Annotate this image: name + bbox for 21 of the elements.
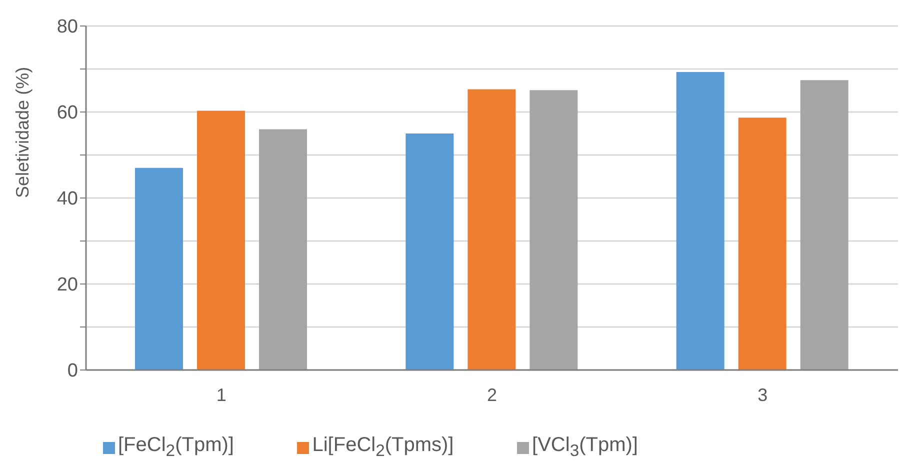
bar	[738, 118, 786, 370]
legend-label: [VCl$_{3}$(Tpm)]	[532, 434, 638, 461]
y-axis-title: Seletividade (%)	[12, 66, 32, 198]
bar	[259, 129, 307, 370]
legend-label: Li[FeCl$_{2}$(Tpms)]	[312, 434, 454, 461]
legend-label: [FeCl$_{2}$(Tpm)]	[118, 434, 234, 461]
y-tick-label: 80	[56, 16, 78, 38]
bar	[800, 80, 848, 370]
y-tick-label: 20	[56, 274, 78, 296]
bar	[406, 134, 454, 370]
bar	[676, 72, 724, 370]
bar	[135, 168, 183, 370]
x-tick-label: 1	[216, 384, 226, 405]
bar	[468, 89, 516, 370]
bar	[530, 90, 578, 370]
x-tick-label: 2	[486, 384, 498, 405]
x-tick-label: 3	[758, 384, 768, 405]
y-tick-label: 0	[67, 360, 78, 382]
y-tick-label: 60	[56, 102, 78, 124]
bar	[197, 110, 245, 370]
y-tick-label: 40	[56, 188, 78, 210]
